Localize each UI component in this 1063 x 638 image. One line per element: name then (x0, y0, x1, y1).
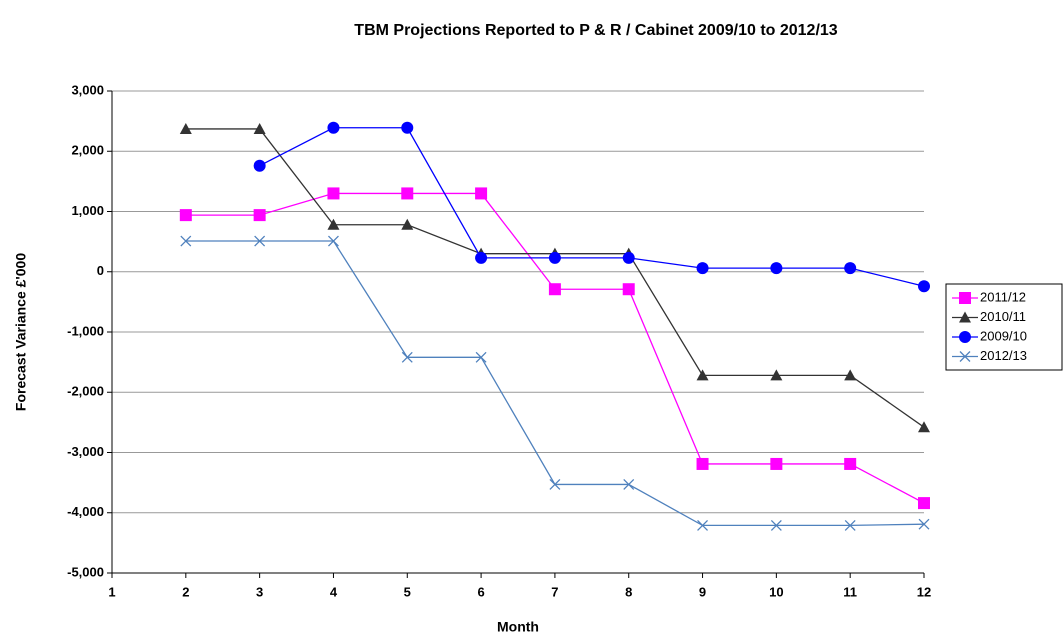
legend-label: 2011/12 (980, 289, 1026, 304)
marker (844, 519, 856, 531)
marker (179, 122, 192, 134)
y-tick-label: 3,000 (71, 82, 104, 97)
y-tick-label: -1,000 (67, 323, 104, 338)
series-line (185, 128, 925, 428)
marker (475, 187, 488, 200)
marker (696, 457, 709, 470)
x-tick-label: 4 (330, 584, 338, 599)
marker (548, 283, 561, 296)
marker (844, 262, 857, 275)
series-line (185, 192, 925, 504)
y-tick-label: 0 (97, 263, 104, 278)
marker (327, 121, 340, 134)
marker (253, 209, 266, 222)
marker (327, 235, 339, 247)
marker (696, 369, 709, 381)
legend-label: 2012/13 (980, 348, 1027, 363)
x-tick-label: 11 (843, 584, 857, 599)
chart-title: TBM Projections Reported to P & R / Cabi… (354, 22, 838, 39)
x-tick-label: 5 (404, 584, 411, 599)
x-axis-title: Month (497, 619, 539, 635)
marker (844, 369, 857, 381)
marker (696, 262, 709, 275)
marker (697, 519, 709, 531)
marker (918, 497, 930, 510)
marker (918, 518, 930, 530)
marker (253, 122, 266, 134)
marker (475, 351, 487, 363)
marker (918, 280, 930, 293)
x-tick-label: 10 (769, 584, 783, 599)
marker (770, 262, 783, 275)
y-tick-label: -3,000 (67, 444, 104, 459)
x-tick-label: 2 (182, 584, 189, 599)
y-tick-label: 1,000 (71, 203, 104, 218)
marker (179, 209, 192, 222)
marker (254, 235, 266, 247)
marker (844, 457, 857, 470)
marker (401, 351, 413, 363)
legend-label: 2010/11 (980, 309, 1026, 324)
marker (475, 251, 488, 264)
marker (401, 187, 414, 200)
marker (770, 457, 783, 470)
marker (548, 251, 561, 264)
series-line (259, 127, 925, 287)
marker (959, 292, 971, 304)
marker (327, 218, 340, 230)
marker (770, 369, 783, 381)
marker (253, 159, 266, 172)
marker (327, 187, 340, 200)
y-tick-label: -4,000 (67, 504, 104, 519)
x-tick-label: 7 (551, 584, 558, 599)
marker (959, 311, 971, 323)
marker (959, 331, 971, 343)
legend-label: 2009/10 (980, 328, 1027, 343)
marker (770, 519, 782, 531)
marker (401, 218, 414, 230)
marker (401, 121, 414, 134)
x-tick-label: 12 (917, 584, 931, 599)
y-tick-label: -5,000 (67, 564, 104, 579)
marker (180, 235, 192, 247)
marker (918, 421, 930, 433)
marker (959, 351, 971, 362)
y-tick-label: 2,000 (71, 143, 104, 158)
marker (622, 251, 635, 264)
marker (622, 283, 635, 296)
x-tick-label: 8 (625, 584, 632, 599)
x-tick-label: 6 (477, 584, 484, 599)
y-axis-title: Forecast Variance £'000 (13, 253, 29, 411)
marker (549, 478, 561, 490)
x-tick-label: 3 (256, 584, 263, 599)
x-tick-label: 1 (108, 584, 115, 599)
marker (623, 478, 635, 490)
y-tick-label: -2,000 (67, 384, 104, 399)
x-tick-label: 9 (699, 584, 706, 599)
